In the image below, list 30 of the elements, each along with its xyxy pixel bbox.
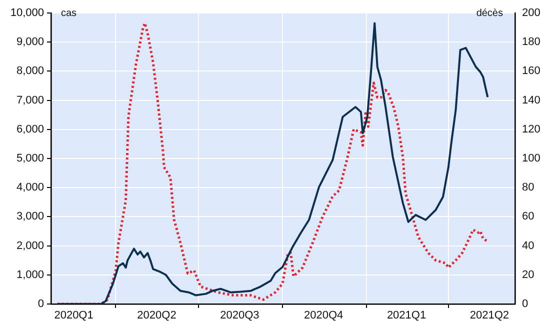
x-tick-label: 2020Q1 [54, 310, 94, 321]
y-tick-label: 8,000 [16, 65, 44, 78]
y2-tick-label: 40 [522, 240, 534, 252]
y2-tick-label: 80 [522, 182, 534, 194]
y-tick-label: 6,000 [16, 123, 44, 136]
y-tick-label: 9,000 [16, 36, 44, 48]
y2-tick-label: 200 [522, 7, 540, 20]
x-tick-label: 2021Q2 [470, 310, 510, 321]
x-tick-label: 2020Q3 [220, 310, 260, 321]
y-axis-title: cas [61, 8, 77, 19]
y2-tick-label: 120 [522, 123, 540, 136]
y2-tick-label: 180 [522, 36, 540, 48]
y2-tick-label: 20 [522, 268, 534, 281]
y-tick-label: 10,000 [10, 7, 44, 20]
y-tick-label: 2,000 [16, 240, 44, 252]
y2-axis-title: décès [476, 8, 503, 19]
y2-tick-label: 160 [522, 65, 540, 78]
y2-tick-label: 100 [522, 152, 540, 165]
x-tick-label: 2021Q1 [386, 310, 426, 321]
x-tick-label: 2020Q2 [137, 310, 176, 321]
y2-tick-label: 60 [522, 210, 534, 223]
y-tick-label: 4,000 [16, 182, 44, 194]
y-tick-label: 7,000 [16, 94, 44, 106]
y-tick-label: 5,000 [16, 152, 44, 165]
y2-tick-label: 0 [522, 298, 528, 310]
y-tick-label: 0 [38, 298, 44, 310]
x-tick-label: 2020Q4 [304, 310, 344, 321]
y2-tick-label: 140 [522, 94, 540, 106]
y-tick-label: 3,000 [16, 210, 44, 223]
y-tick-label: 1,000 [16, 268, 44, 281]
